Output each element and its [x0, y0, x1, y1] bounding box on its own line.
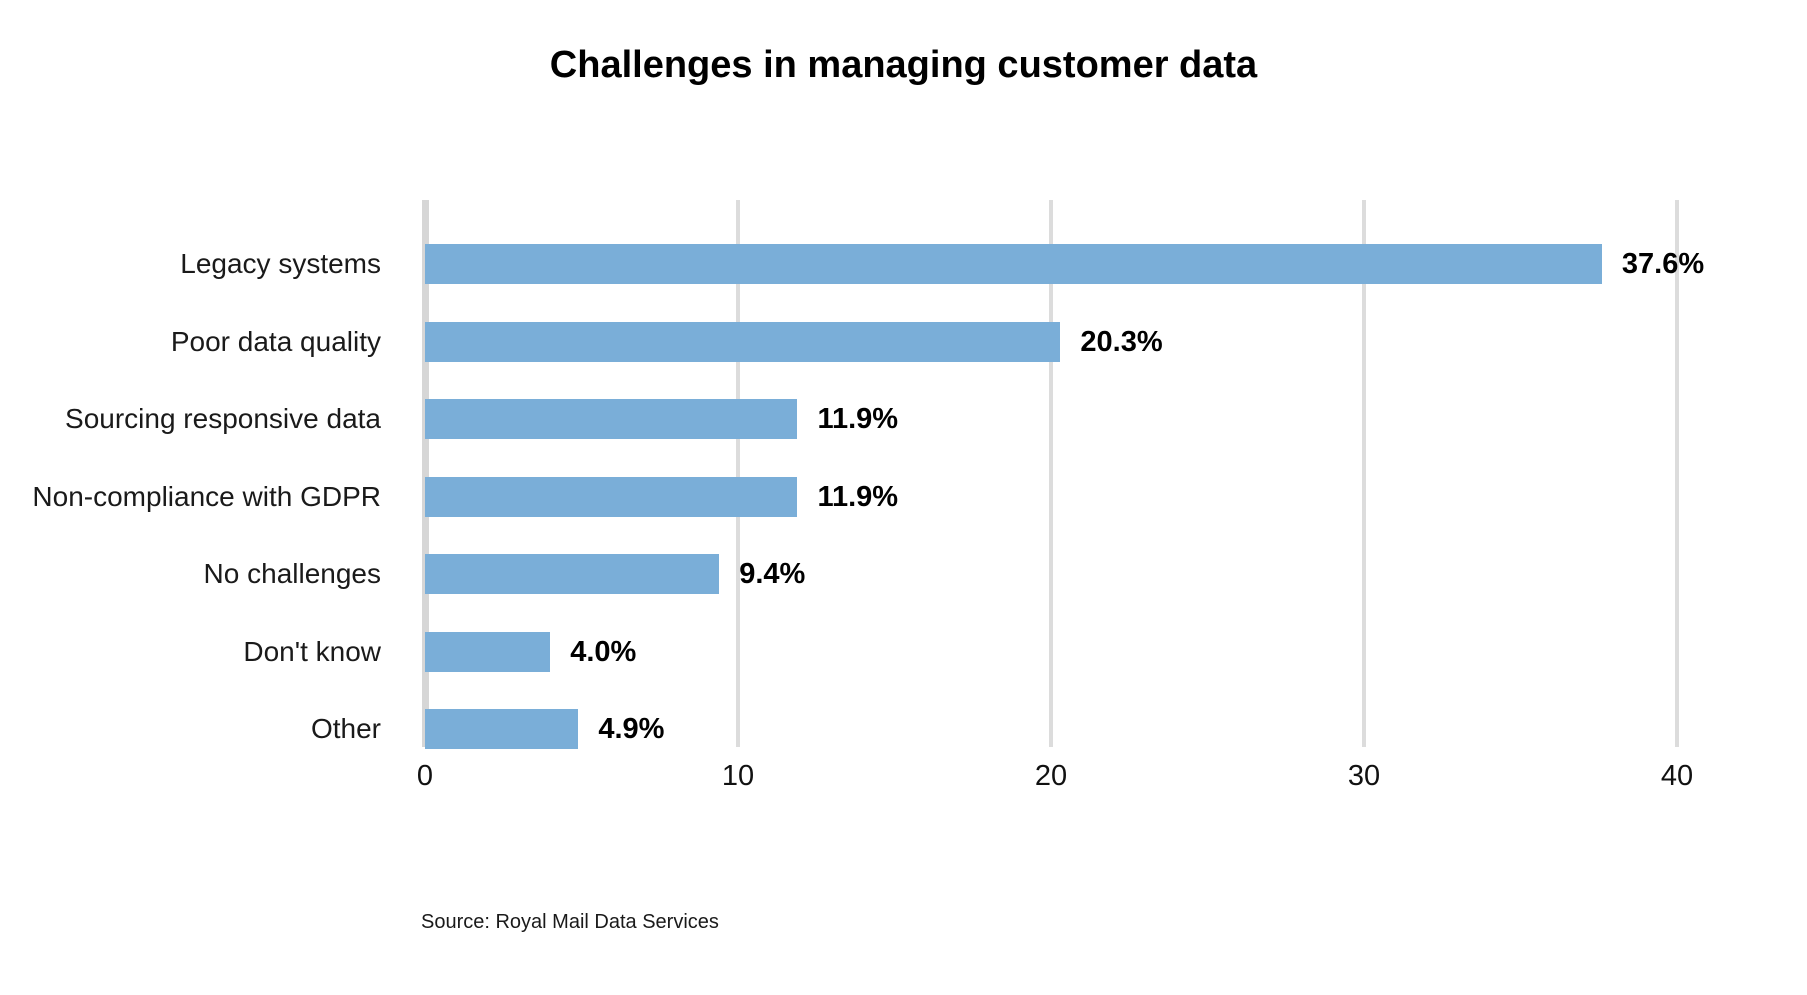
- chart-title: Challenges in managing customer data: [549, 44, 1258, 86]
- x-tick-label-30: 30: [1347, 760, 1381, 792]
- gridline-x-20: [1049, 200, 1053, 747]
- gridline-x-10: [736, 200, 740, 747]
- category-label: No challenges: [203, 558, 381, 589]
- category-label: Don't know: [243, 635, 381, 667]
- x-tick-label-40: 40: [1660, 760, 1694, 792]
- value-label: 4.0%: [570, 635, 637, 668]
- bar-legacy-systems: [425, 244, 1602, 284]
- bar-no-challenges: [425, 554, 720, 594]
- bar-other: [425, 709, 579, 749]
- value-label: 11.9%: [817, 403, 899, 435]
- category-label: Non-compliance with GDPR: [32, 480, 381, 512]
- bar-sourcing-responsive-data: [425, 399, 798, 439]
- bar-poor-data-quality: [425, 321, 1061, 362]
- category-label: Legacy systems: [180, 248, 381, 279]
- plot-area: 37.6% 20.3% 11.9% 11.9% 9.4% 4.0% 4.9%: [421, 200, 1704, 749]
- x-tick-label-0: 0: [416, 760, 434, 792]
- y-axis-line: [421, 200, 429, 747]
- gridline-x-40: [1675, 200, 1679, 747]
- gridline-x-30: [1362, 200, 1366, 747]
- category-label: Sourcing responsive data: [65, 403, 381, 434]
- bar-don-t-know: [425, 631, 551, 672]
- x-tick-label-20: 20: [1034, 760, 1068, 792]
- value-label: 4.9%: [598, 713, 665, 745]
- source-note: Source: Royal Mail Data Services: [421, 911, 719, 933]
- category-label: Other: [310, 713, 381, 744]
- x-tick-label-10: 10: [721, 760, 755, 792]
- value-label: 20.3%: [1080, 325, 1163, 358]
- category-label: Poor data quality: [170, 325, 381, 357]
- bar-non-compliance-with-gdpr: [425, 476, 798, 517]
- value-label: 9.4%: [739, 558, 806, 590]
- value-label: 11.9%: [817, 480, 899, 513]
- value-label: 37.6%: [1621, 248, 1705, 280]
